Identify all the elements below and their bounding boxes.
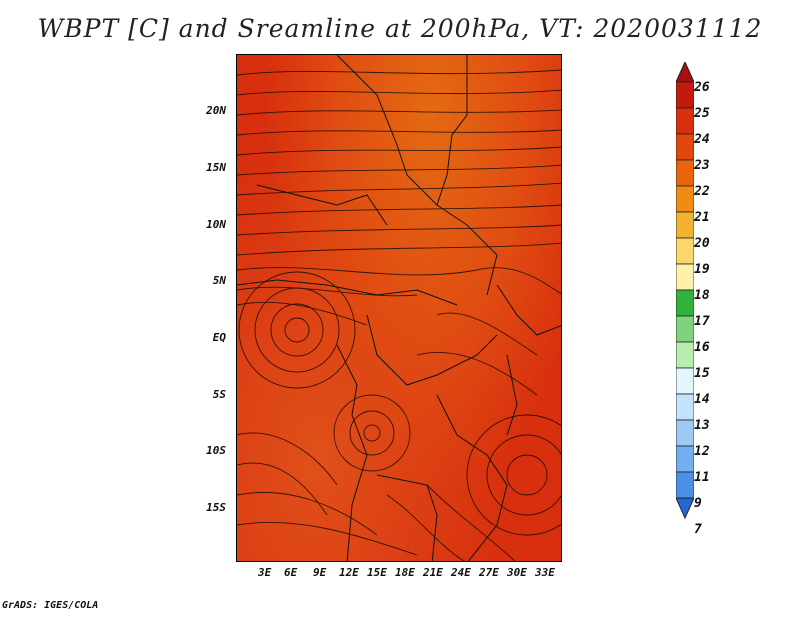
colorbar-segment <box>676 289 694 317</box>
y-tick-label: 10S <box>206 444 226 457</box>
y-tick-label: 20N <box>206 104 226 117</box>
colorbar-segment <box>676 211 694 239</box>
colorbar-label: 20 <box>694 236 710 251</box>
colorbar-segment <box>676 471 694 499</box>
colorbar-label: 17 <box>694 314 710 329</box>
colorbar-cap-bottom <box>676 497 694 520</box>
colorbar-label: 11 <box>694 470 710 485</box>
colorbar-segment <box>676 133 694 161</box>
x-tick-label: 9E <box>313 566 327 579</box>
colorbar-segment <box>676 237 694 265</box>
y-tick-label: 5N <box>212 274 226 287</box>
x-tick-label: 6E <box>284 566 298 579</box>
colorbar-segment <box>676 393 694 421</box>
colorbar-segment <box>676 107 694 135</box>
y-tick-label: 5S <box>212 388 226 401</box>
colorbar-label: 9 <box>694 496 702 511</box>
colorbar-segment <box>676 367 694 395</box>
colorbar-label: 19 <box>694 262 710 277</box>
chart-title: WBPT [C] and Sreamline at 200hPa, VT: 20… <box>37 14 763 43</box>
x-tick-label: 21E <box>423 566 443 579</box>
colorbar-label: 15 <box>694 366 710 381</box>
colorbar-label: 21 <box>694 210 710 225</box>
x-tick-label: 30E <box>507 566 527 579</box>
colorbar-label: 24 <box>694 132 710 147</box>
colorbar-label: 22 <box>694 184 710 199</box>
y-tick-label: EQ <box>212 331 226 344</box>
colorbar-segment <box>676 419 694 447</box>
x-tick-label: 18E <box>395 566 415 579</box>
colorbar-cap-top <box>676 62 694 83</box>
colorbar-label: 13 <box>694 418 710 433</box>
colorbar-label: 12 <box>694 444 710 459</box>
colorbar-segment <box>676 185 694 213</box>
colorbar-segment <box>676 81 694 109</box>
colorbar-svg <box>676 62 694 520</box>
streamline-layer <box>237 55 561 561</box>
x-tick-label: 27E <box>479 566 499 579</box>
colorbar-segment <box>676 315 694 343</box>
x-tick-label: 33E <box>535 566 555 579</box>
colorbar-label: 14 <box>694 392 710 407</box>
grads-credit: GrADS: IGES/COLA <box>2 600 99 611</box>
colorbar-segment <box>676 341 694 369</box>
country-borders <box>237 55 561 561</box>
x-tick-label: 3E <box>258 566 272 579</box>
x-tick-label: 15E <box>367 566 387 579</box>
colorbar-label: 26 <box>694 80 710 95</box>
y-tick-label: 10N <box>206 218 226 231</box>
y-tick-label: 15N <box>206 161 226 174</box>
colorbar-label: 16 <box>694 340 710 355</box>
colorbar-label: 7 <box>694 522 702 537</box>
colorbar-segment <box>676 159 694 187</box>
map-plot-area <box>236 54 562 562</box>
colorbar-label: 23 <box>694 158 710 173</box>
y-tick-label: 15S <box>206 501 226 514</box>
x-tick-label: 12E <box>339 566 359 579</box>
x-tick-label: 24E <box>451 566 471 579</box>
colorbar-segment <box>676 263 694 291</box>
colorbar-segment <box>676 445 694 473</box>
colorbar-label: 18 <box>694 288 710 303</box>
colorbar-label: 25 <box>694 106 710 121</box>
